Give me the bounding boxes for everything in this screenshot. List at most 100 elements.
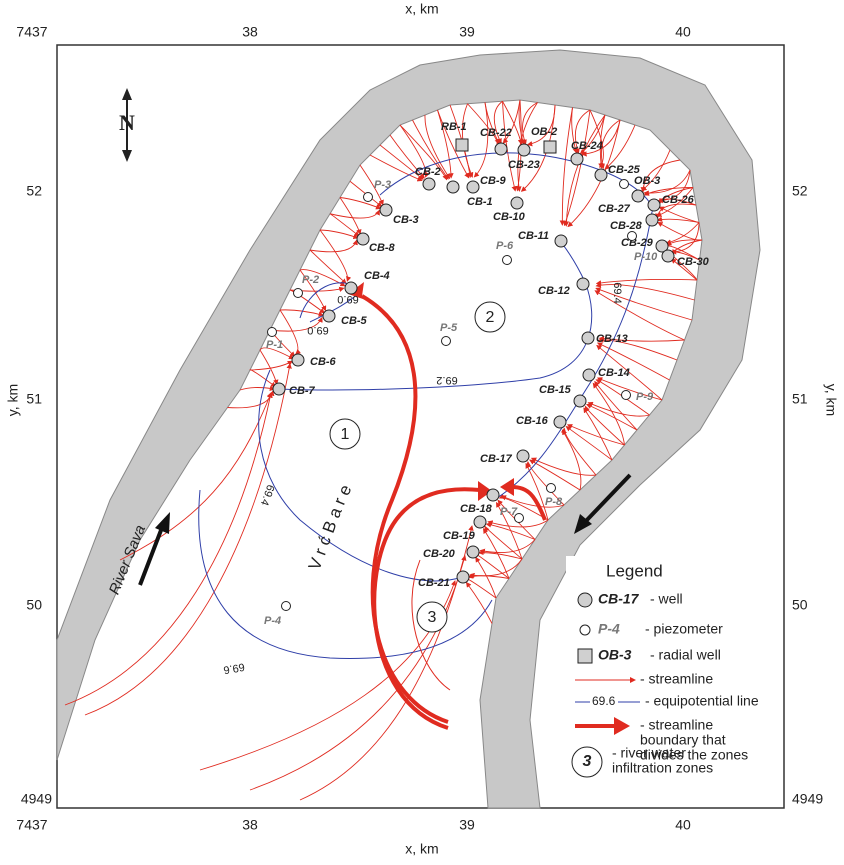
streamline bbox=[598, 336, 685, 342]
well bbox=[645, 213, 659, 227]
x-tick-label: 7437 bbox=[16, 817, 47, 833]
x-tick-label: 38 bbox=[242, 24, 258, 40]
well-label: CB-23 bbox=[508, 159, 540, 171]
well bbox=[466, 180, 480, 194]
piezometer bbox=[267, 327, 277, 337]
well bbox=[573, 394, 587, 408]
radial-well bbox=[455, 138, 469, 152]
streamline bbox=[349, 180, 383, 208]
piezometer bbox=[627, 231, 637, 241]
well-label: CB-6 bbox=[310, 356, 337, 368]
well-label: CB-28 bbox=[610, 220, 643, 232]
streamline bbox=[595, 287, 693, 321]
streamline bbox=[567, 119, 621, 228]
well-label: CB-11 bbox=[518, 230, 549, 242]
well-label: CB-24 bbox=[571, 140, 603, 152]
piezometer bbox=[514, 513, 524, 523]
flow-arrowhead bbox=[574, 514, 592, 534]
well bbox=[379, 203, 393, 217]
streamline bbox=[389, 134, 425, 179]
y-tick-label: 52 bbox=[792, 183, 808, 199]
well-label: CB-30 bbox=[677, 256, 710, 268]
well bbox=[516, 449, 530, 463]
legend-text: - river water bbox=[612, 745, 686, 761]
piezometer-label: P-1 bbox=[266, 339, 283, 351]
north-label: N bbox=[119, 110, 135, 135]
streamline bbox=[530, 457, 597, 476]
y-tick-label: 4949 bbox=[792, 791, 823, 807]
streamline bbox=[604, 124, 636, 170]
boundary-arrowhead bbox=[500, 478, 514, 496]
legend-text: - equipotential line bbox=[645, 693, 759, 709]
boundary-streamline bbox=[360, 294, 449, 724]
piezometer-label: P-2 bbox=[302, 274, 319, 286]
well bbox=[553, 415, 567, 429]
flow-arrows bbox=[138, 473, 632, 586]
legend-symbol: CB-17 bbox=[598, 591, 640, 607]
streamline bbox=[465, 581, 493, 624]
legend-text: - well bbox=[650, 591, 683, 607]
well bbox=[655, 239, 669, 253]
legend-zone bbox=[571, 746, 603, 778]
y-tick-label: 50 bbox=[26, 597, 42, 613]
zone-marker bbox=[329, 418, 361, 450]
well bbox=[647, 198, 661, 212]
well bbox=[422, 177, 436, 191]
contour-label: 69.0 bbox=[307, 324, 328, 336]
streamline bbox=[399, 124, 430, 178]
y-axis-label: y, km bbox=[5, 384, 21, 416]
y-tick-label: 51 bbox=[792, 391, 808, 407]
streamline bbox=[589, 109, 605, 168]
streamline bbox=[319, 229, 359, 239]
flow-arrow bbox=[138, 524, 165, 586]
legend-text: - streamline bbox=[640, 671, 713, 687]
well-label: CB-10 bbox=[493, 211, 526, 223]
well bbox=[581, 331, 595, 345]
streamline bbox=[484, 525, 523, 560]
piezometer bbox=[363, 192, 373, 202]
boundary-streamline bbox=[372, 487, 481, 730]
well-label: CB-25 bbox=[608, 164, 641, 176]
zone-boundaries bbox=[348, 282, 547, 730]
streamline bbox=[329, 213, 360, 237]
piezometer-label: P-3 bbox=[374, 179, 391, 191]
well bbox=[576, 277, 590, 291]
streamline bbox=[369, 154, 423, 182]
well-label: CB-16 bbox=[516, 415, 549, 427]
radial-well bbox=[543, 140, 557, 154]
legend-symbol-bg bbox=[590, 695, 618, 709]
streamline bbox=[299, 269, 327, 312]
streamline bbox=[583, 407, 613, 461]
piezometer-label: OB-3 bbox=[634, 175, 660, 187]
well-label: CB-12 bbox=[538, 285, 570, 297]
piezometer bbox=[619, 179, 629, 189]
x-axis-label: x, km bbox=[405, 841, 438, 857]
well-label: CB-21 bbox=[418, 577, 450, 589]
well bbox=[291, 353, 305, 367]
streamline bbox=[656, 187, 694, 217]
piezometer-label: P-4 bbox=[264, 615, 281, 627]
streamline bbox=[479, 539, 536, 554]
x-tick-label: 38 bbox=[242, 817, 258, 833]
piezometer bbox=[441, 336, 451, 346]
legend-well bbox=[577, 592, 593, 608]
legend-symbol: OB-3 bbox=[598, 647, 632, 663]
x-tick-label: 39 bbox=[459, 817, 475, 833]
well bbox=[486, 488, 500, 502]
legend-piezometer bbox=[579, 624, 591, 636]
streamline bbox=[581, 119, 621, 157]
piezometer-label: P-7 bbox=[500, 506, 518, 518]
well-label: CB-20 bbox=[423, 548, 456, 560]
streamline bbox=[571, 107, 578, 154]
x-tick-label: 7437 bbox=[16, 24, 47, 40]
piezometer-label: P-10 bbox=[634, 251, 658, 263]
legend-title: Legend bbox=[606, 561, 663, 580]
streamline bbox=[279, 309, 302, 355]
streamline bbox=[412, 119, 449, 180]
y-tick-label: 52 bbox=[26, 183, 42, 199]
well-label: CB-19 bbox=[443, 530, 476, 542]
radial-well-label: RB-1 bbox=[441, 121, 467, 133]
equipotential bbox=[379, 152, 653, 213]
contour-label: 69.6 bbox=[222, 660, 245, 676]
